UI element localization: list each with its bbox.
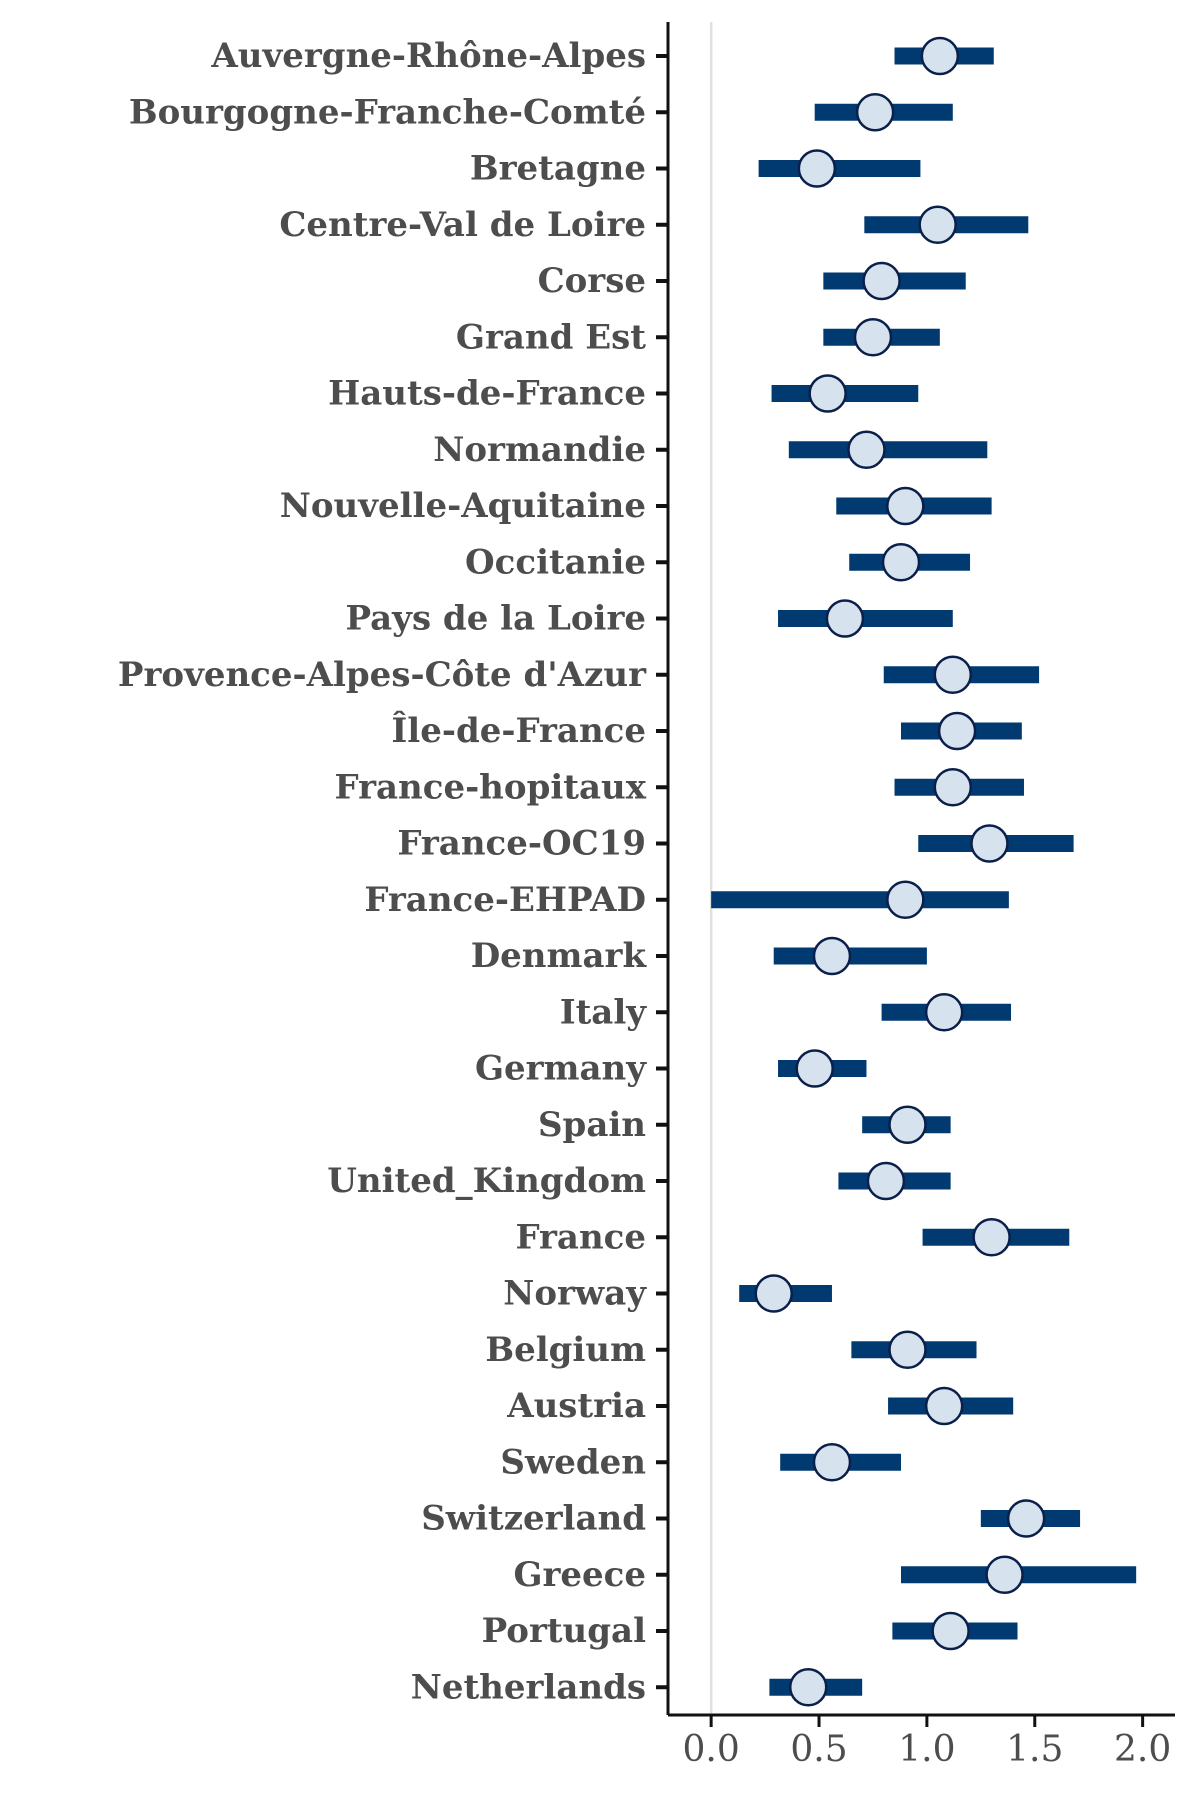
estimate-point: [972, 1218, 1011, 1257]
estimate-point: [788, 1668, 828, 1707]
x-tick-label: 0.5: [790, 1729, 847, 1770]
y-tick-label: Bourgogne-Franche-Comté: [129, 92, 646, 132]
estimate-point: [847, 430, 886, 469]
y-tick-label: Denmark: [471, 936, 648, 976]
y-tick-label: Grand Est: [456, 317, 646, 357]
row-12: Provence-Alpes-Côte d'Azur: [118, 655, 1040, 695]
row-6: Grand Est: [456, 317, 940, 357]
y-tick-label: Centre-Val de Loire: [279, 205, 646, 245]
y-tick-label: Spain: [538, 1105, 646, 1145]
estimate-point: [862, 261, 901, 301]
row-17: Denmark: [471, 936, 927, 976]
row-19: Germany: [475, 1049, 867, 1089]
estimate-point: [918, 205, 957, 244]
row-23: Norway: [503, 1274, 832, 1314]
row-7: Hauts-de-France: [328, 374, 919, 414]
axes-layer: 0.0 0.5 1.0 1.5 2.0: [666, 22, 1175, 1770]
estimate-point: [825, 599, 865, 638]
row-3: Bretagne: [470, 149, 921, 189]
estimate-point: [933, 655, 973, 694]
y-tick-label: France-OC19: [397, 824, 646, 864]
row-27: Switzerland: [421, 1499, 1081, 1539]
row-5: Corse: [538, 261, 966, 301]
y-tick-label: France-hopitaux: [335, 767, 647, 807]
y-tick-label: Greece: [513, 1555, 646, 1595]
row-22: France: [515, 1217, 1070, 1257]
row-30: Netherlands: [411, 1667, 863, 1707]
row-16: France-EHPAD: [364, 880, 1009, 920]
estimate-point: [812, 1443, 852, 1482]
estimate-point: [866, 1161, 906, 1201]
row-10: Occitanie: [465, 542, 971, 582]
y-tick-label: Occitanie: [465, 542, 646, 582]
estimate-point: [931, 1611, 970, 1651]
row-26: Sweden: [500, 1442, 902, 1482]
row-9: Nouvelle-Aquitaine: [280, 486, 992, 526]
row-28: Greece: [513, 1555, 1137, 1595]
y-tick-label: United_Kingdom: [327, 1161, 646, 1201]
row-20: Spain: [538, 1105, 951, 1145]
estimate-point: [937, 711, 977, 751]
row-1: Auvergne-Rhône-Alpes: [210, 36, 994, 76]
y-tick-label: France: [515, 1217, 646, 1257]
estimate-point: [1006, 1499, 1046, 1538]
estimate-point: [888, 1330, 927, 1369]
estimate-point: [924, 1386, 964, 1426]
y-tick-label: Portugal: [482, 1611, 646, 1651]
x-tick-label: 1.0: [898, 1729, 955, 1770]
row-4: Centre-Val de Loire: [279, 205, 1029, 245]
y-tick-label: Normandie: [433, 430, 646, 470]
row-13: Île-de-France: [391, 710, 1022, 751]
estimate-point: [920, 36, 960, 76]
y-tick-label: Switzerland: [421, 1499, 646, 1539]
estimate-point: [886, 486, 925, 526]
estimate-point: [853, 318, 893, 357]
estimate-point: [754, 1274, 793, 1313]
estimate-point: [933, 768, 973, 807]
x-tick-label: 2.0: [1114, 1729, 1171, 1770]
row-14: France-hopitaux: [335, 767, 1024, 807]
estimate-point: [970, 824, 1009, 863]
y-tick-label: Germany: [475, 1049, 647, 1089]
estimate-point: [808, 374, 847, 413]
row-11: Pays de la Loire: [346, 599, 953, 639]
y-tick-label: Italy: [560, 992, 648, 1032]
estimate-point: [888, 1105, 927, 1144]
y-tick-label: Netherlands: [411, 1667, 646, 1707]
row-8: Normandie: [433, 430, 988, 470]
estimate-point: [886, 880, 925, 919]
estimate-point: [855, 93, 895, 132]
y-tick-label: Auvergne-Rhône-Alpes: [210, 36, 646, 76]
estimate-point: [795, 1049, 834, 1088]
y-tick-label: Bretagne: [470, 149, 646, 189]
x-tick-label: 1.5: [1006, 1729, 1063, 1770]
row-24: Belgium: [485, 1330, 977, 1370]
row-25: Austria: [506, 1386, 1014, 1426]
estimate-point: [797, 149, 837, 188]
rows-layer: Auvergne-Rhône-Alpes Bourgogne-Franche-Co…: [118, 36, 1137, 1707]
x-tick-label: 0.0: [683, 1729, 740, 1770]
estimate-point: [924, 993, 964, 1032]
estimate-point: [881, 543, 921, 582]
y-tick-label: Austria: [506, 1386, 646, 1426]
y-tick-label: Nouvelle-Aquitaine: [280, 486, 646, 526]
y-tick-label: Sweden: [500, 1442, 646, 1482]
row-29: Portugal: [482, 1611, 1018, 1651]
row-15: France-OC19: [397, 824, 1074, 864]
y-tick-label: Norway: [503, 1274, 647, 1314]
row-18: Italy: [560, 992, 1012, 1032]
y-tick-label: Corse: [538, 261, 646, 301]
estimate-point: [985, 1555, 1024, 1594]
y-tick-label: Île-de-France: [391, 710, 646, 751]
y-tick-label: Hauts-de-France: [328, 374, 646, 414]
y-tick-label: France-EHPAD: [364, 880, 646, 920]
row-2: Bourgogne-Franche-Comté: [129, 92, 953, 132]
estimate-point: [812, 936, 852, 976]
y-tick-label: Provence-Alpes-Côte d'Azur: [118, 655, 647, 695]
row-21: United_Kingdom: [327, 1161, 951, 1201]
y-tick-label: Pays de la Loire: [346, 599, 647, 639]
y-tick-label: Belgium: [485, 1330, 646, 1370]
